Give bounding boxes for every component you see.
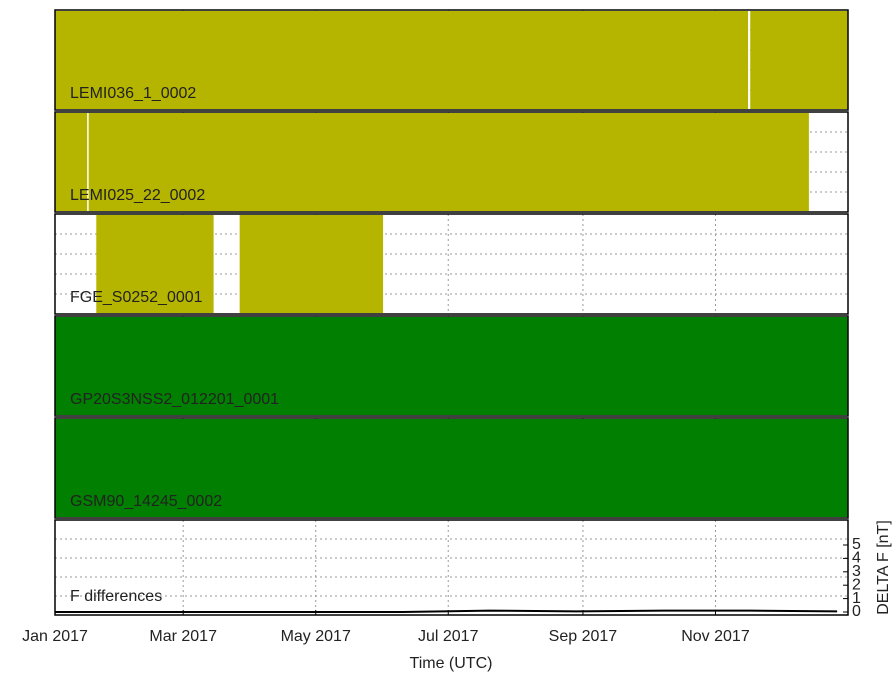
- y-tick-label: 0: [852, 603, 861, 620]
- y-tick-label: 2: [852, 576, 861, 593]
- x-tick-label: Nov 2017: [681, 628, 750, 645]
- coverage-bar: [88, 113, 809, 211]
- panel-frame: [54, 315, 849, 417]
- panel-frame: [54, 111, 849, 213]
- coverage-bar: [239, 215, 384, 313]
- x-axis-label: Time (UTC): [410, 655, 493, 672]
- x-tick-label: Jan 2017: [22, 628, 88, 645]
- panel-frame: [54, 417, 849, 519]
- coverage-bar: [55, 419, 848, 517]
- panel-label: GSM90_14245_0002: [70, 493, 222, 510]
- y-tick-label: 1: [852, 590, 861, 607]
- coverage-bar: [96, 215, 214, 313]
- coverage-bar: [55, 11, 749, 109]
- panel-label: GP20S3NSS2_012201_0001: [70, 391, 279, 408]
- x-tick-label: Mar 2017: [149, 628, 217, 645]
- panel-label: F differences: [70, 588, 162, 605]
- y-tick-label: 4: [852, 550, 861, 567]
- panel-label: LEMI036_1_0002: [70, 85, 196, 102]
- coverage-bar: [55, 113, 88, 211]
- coverage-bar: [750, 11, 848, 109]
- y-tick-label: 5: [852, 536, 861, 553]
- x-tick-label: Jul 2017: [418, 628, 479, 645]
- panel-frame: [54, 519, 849, 616]
- y-tick-label: 3: [852, 563, 861, 580]
- difference-line: [55, 609, 838, 613]
- panel-label: FGE_S0252_0001: [70, 289, 203, 306]
- y-axis-label: DELTA F [nT]: [875, 520, 892, 615]
- panel-frame: [54, 9, 849, 111]
- panel-frame: [54, 213, 849, 315]
- panel-label: LEMI025_22_0002: [70, 187, 205, 204]
- x-tick-label: Sep 2017: [549, 628, 618, 645]
- coverage-bar: [55, 317, 848, 415]
- x-tick-label: May 2017: [281, 628, 351, 645]
